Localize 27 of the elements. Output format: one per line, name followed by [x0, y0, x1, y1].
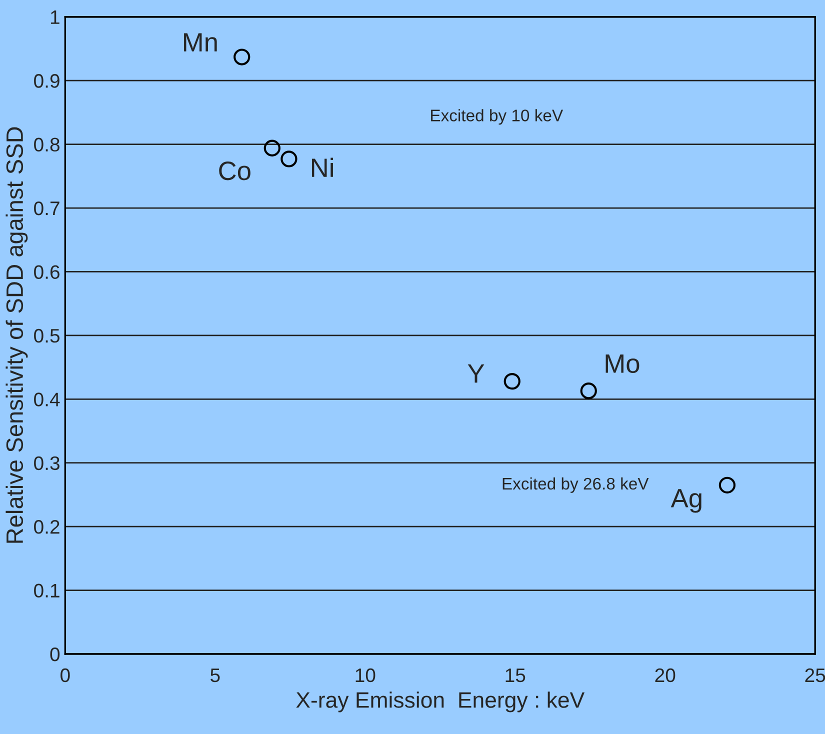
annotation: Excited by 26.8 keV — [502, 477, 649, 493]
x-tick-label: 5 — [210, 668, 220, 682]
y-tick-label: 0.2 — [34, 520, 60, 534]
annotation: Y — [468, 364, 484, 383]
y-tick-label: 0.8 — [34, 138, 60, 152]
x-axis-title: X-ray Emission Energy : keV — [296, 692, 585, 712]
annotation: Co — [219, 162, 250, 180]
annotation: Excited by 10 keV — [431, 109, 564, 125]
y-tick-label: 0.3 — [34, 456, 60, 470]
y-axis-title: Relative Sensitivity of SDD against SSD — [6, 127, 28, 543]
annotation: Ni — [312, 158, 333, 177]
x-tick-label: 20 — [655, 668, 676, 682]
annotation: Mn — [184, 33, 217, 52]
y-tick-label: 0.4 — [34, 392, 60, 406]
annotation: Ag — [670, 489, 702, 513]
x-tick-label: 10 — [356, 668, 376, 682]
y-tick-label: 1 — [50, 10, 60, 24]
x-tick-label: 0 — [60, 668, 70, 682]
y-tick-label: 0.1 — [34, 584, 60, 598]
annotation: Mo — [606, 354, 640, 373]
y-tick-label: 0.9 — [34, 74, 60, 88]
y-tick-label: 0.7 — [34, 201, 60, 216]
x-tick-label: 15 — [506, 668, 526, 682]
y-tick-label: 0.5 — [34, 328, 60, 343]
y-tick-label: 0.6 — [34, 265, 60, 279]
y-tick-label: 0 — [50, 647, 60, 662]
x-tick-label: 25 — [805, 668, 825, 682]
